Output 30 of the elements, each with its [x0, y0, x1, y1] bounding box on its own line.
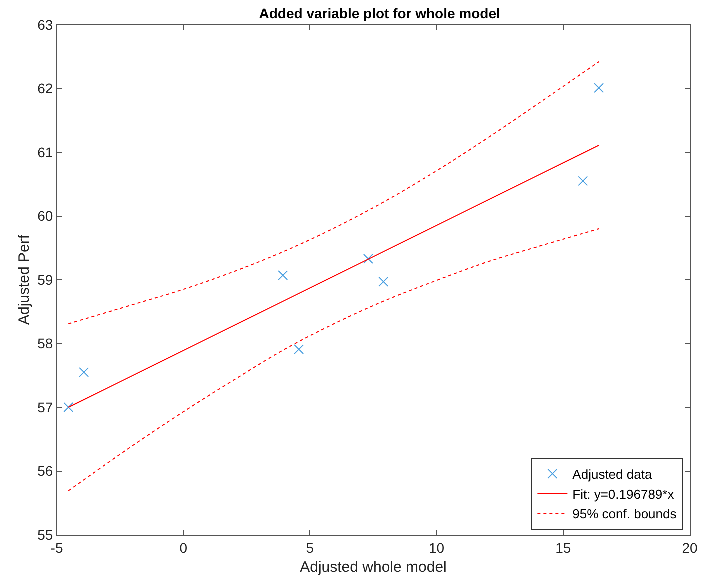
y-tick-label: 59	[38, 272, 54, 288]
legend-label: 95% conf. bounds	[572, 506, 678, 522]
y-tick-label: 58	[38, 336, 54, 352]
point	[578, 176, 588, 186]
y-tick-label: 60	[38, 208, 54, 224]
y-tick-label: 61	[38, 144, 54, 160]
y-tick-label: 55	[38, 526, 54, 543]
y-axis-title: Adjusted Perf	[16, 234, 33, 326]
y-tick-label: 62	[38, 80, 54, 97]
point	[278, 270, 288, 281]
x-tick-label: 10	[429, 540, 445, 556]
point	[79, 367, 90, 378]
y-tick-label: 63	[38, 16, 54, 33]
x-tick-label: 20	[682, 540, 698, 556]
y-tick-label: 57	[38, 399, 54, 416]
legend-label: Adjusted data	[572, 466, 653, 482]
x-tick-label: 0	[180, 540, 188, 556]
point	[294, 344, 304, 354]
x-axis-title: Adjusted whole model	[300, 558, 447, 576]
point	[378, 276, 389, 287]
point	[363, 254, 374, 264]
line-series	[68, 61, 600, 324]
point	[594, 83, 604, 94]
point	[64, 402, 74, 412]
chart-title: Added variable plot for whole model	[259, 6, 500, 22]
x-tick-label: -5	[50, 540, 64, 556]
x-tick-label: 15	[556, 540, 572, 556]
legend-label: Fit: y=0.196789*x	[572, 486, 675, 502]
y-tick-label: 56	[38, 463, 54, 480]
x-tick-label: 5	[306, 540, 314, 556]
